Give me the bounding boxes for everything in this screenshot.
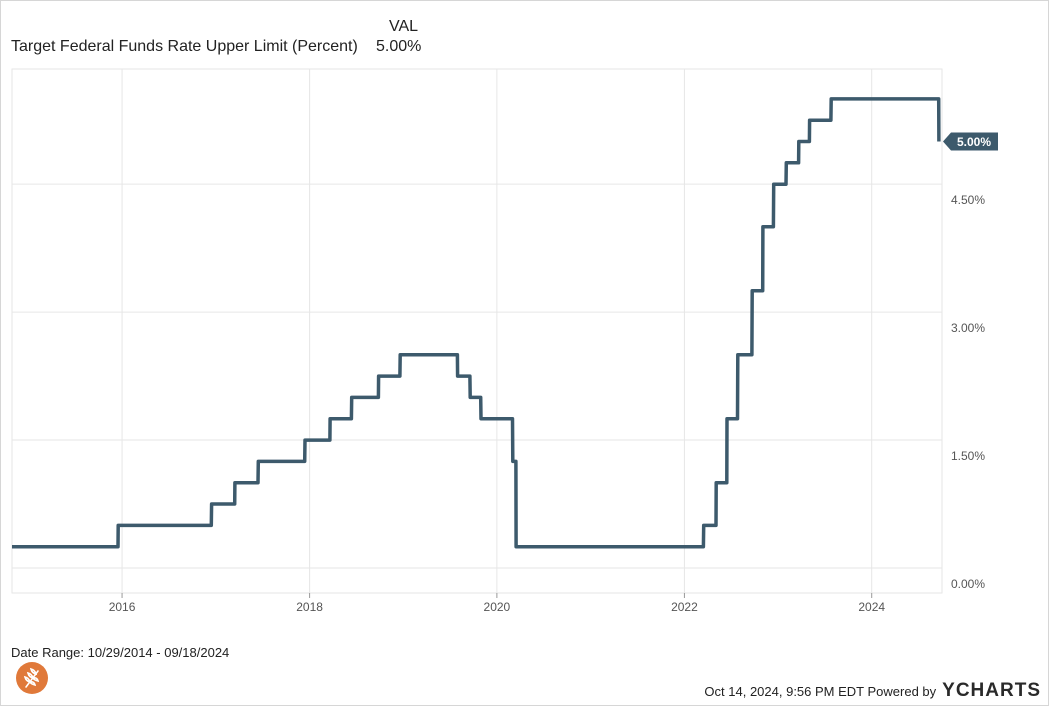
footer-timestamp: Oct 14, 2024, 9:56 PM EDT Powered by bbox=[704, 683, 937, 699]
end-value-tag bbox=[943, 132, 998, 151]
legend-series-value: 5.00% bbox=[376, 38, 422, 55]
wheat-logo-icon bbox=[16, 662, 48, 694]
x-tick-label: 2020 bbox=[484, 600, 511, 614]
legend-series-name[interactable]: Target Federal Funds Rate Upper Limit (P… bbox=[11, 38, 358, 55]
y-tick-label: 4.50% bbox=[951, 193, 985, 207]
end-value-label: 5.00% bbox=[957, 135, 991, 149]
y-tick-label: 1.50% bbox=[951, 449, 985, 463]
ycharts-logo[interactable]: YCHARTS bbox=[942, 680, 1041, 702]
y-tick-label: 0.00% bbox=[951, 577, 985, 591]
date-range-label: Date Range: 10/29/2014 - 09/18/2024 bbox=[11, 645, 230, 660]
ycharts-logo-text: CHARTS bbox=[955, 680, 1041, 701]
x-tick-label: 2016 bbox=[109, 600, 136, 614]
x-tick-label: 2018 bbox=[296, 600, 323, 614]
legend-column-header: VAL bbox=[389, 18, 419, 35]
series-line bbox=[12, 97, 941, 549]
x-tick-label: 2024 bbox=[858, 600, 885, 614]
x-tick-label: 2022 bbox=[671, 600, 698, 614]
ycharts-logo-y: Y bbox=[942, 680, 956, 701]
y-tick-label: 3.00% bbox=[951, 321, 985, 335]
footer-attribution: Oct 14, 2024, 9:56 PM EDT Powered by YCH… bbox=[704, 680, 1041, 702]
plot-border bbox=[11, 68, 943, 594]
